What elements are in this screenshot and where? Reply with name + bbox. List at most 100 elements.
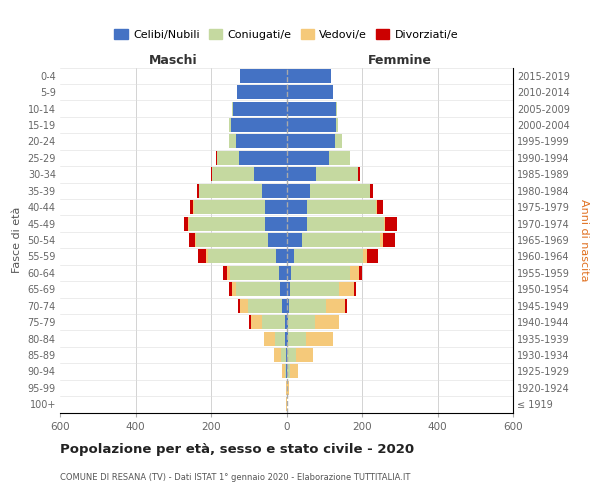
Bar bbox=[287, 102, 337, 116]
Bar bbox=[287, 200, 307, 214]
Bar bbox=[230, 266, 279, 280]
Text: COMUNE DI RESANA (TV) - Dati ISTAT 1° gennaio 2020 - Elaborazione TUTTITALIA.IT: COMUNE DI RESANA (TV) - Dati ISTAT 1° ge… bbox=[60, 472, 410, 482]
Bar bbox=[236, 134, 287, 148]
Bar bbox=[241, 68, 287, 82]
Bar bbox=[286, 381, 287, 395]
Bar bbox=[287, 266, 291, 280]
Bar bbox=[236, 85, 287, 99]
Bar bbox=[287, 332, 306, 345]
Bar bbox=[286, 332, 287, 345]
Bar bbox=[284, 315, 287, 329]
Bar bbox=[287, 315, 288, 329]
Bar bbox=[358, 168, 360, 181]
Y-axis label: Anni di nascita: Anni di nascita bbox=[580, 198, 589, 281]
Bar bbox=[287, 151, 329, 165]
Bar bbox=[189, 216, 265, 230]
Bar bbox=[276, 250, 287, 264]
Bar bbox=[367, 250, 378, 264]
Bar bbox=[197, 184, 199, 198]
Bar bbox=[238, 298, 239, 312]
Bar bbox=[268, 233, 287, 247]
Bar bbox=[310, 184, 370, 198]
Bar bbox=[262, 315, 284, 329]
Bar bbox=[211, 168, 212, 181]
Bar bbox=[287, 68, 331, 82]
Bar bbox=[265, 216, 287, 230]
Bar bbox=[287, 298, 289, 312]
Bar bbox=[198, 250, 206, 264]
Bar bbox=[194, 200, 265, 214]
Bar bbox=[290, 364, 298, 378]
Bar bbox=[383, 216, 385, 230]
Bar bbox=[316, 168, 358, 181]
Bar bbox=[282, 364, 285, 378]
Bar bbox=[287, 184, 310, 198]
Bar bbox=[307, 216, 383, 230]
Bar bbox=[239, 298, 248, 312]
Bar bbox=[287, 282, 290, 296]
Bar bbox=[232, 282, 236, 296]
Bar bbox=[279, 266, 287, 280]
Bar bbox=[274, 348, 281, 362]
Text: Popolazione per età, sesso e stato civile - 2020: Popolazione per età, sesso e stato civil… bbox=[60, 442, 414, 456]
Bar bbox=[217, 151, 239, 165]
Bar bbox=[251, 315, 262, 329]
Bar bbox=[282, 298, 287, 312]
Bar bbox=[229, 118, 230, 132]
Bar bbox=[199, 184, 262, 198]
Bar bbox=[239, 151, 287, 165]
Bar bbox=[376, 200, 377, 214]
Bar bbox=[280, 282, 287, 296]
Bar bbox=[196, 233, 268, 247]
Bar bbox=[230, 118, 287, 132]
Bar bbox=[288, 315, 315, 329]
Bar bbox=[208, 250, 276, 264]
Bar bbox=[287, 233, 302, 247]
Bar bbox=[223, 266, 227, 280]
Bar bbox=[216, 151, 217, 165]
Bar bbox=[340, 282, 353, 296]
Bar bbox=[285, 364, 286, 378]
Legend: Celibi/Nubili, Coniugati/e, Vedovi/e, Divorziati/e: Celibi/Nubili, Coniugati/e, Vedovi/e, Di… bbox=[110, 25, 463, 44]
Bar bbox=[383, 233, 395, 247]
Bar bbox=[294, 250, 363, 264]
Bar bbox=[307, 200, 376, 214]
Bar bbox=[363, 250, 367, 264]
Bar bbox=[248, 298, 282, 312]
Bar bbox=[306, 332, 333, 345]
Bar bbox=[227, 266, 230, 280]
Bar bbox=[291, 266, 350, 280]
Bar bbox=[335, 134, 341, 148]
Bar bbox=[281, 348, 286, 362]
Y-axis label: Fasce di età: Fasce di età bbox=[12, 207, 22, 273]
Bar bbox=[350, 266, 359, 280]
Bar bbox=[287, 216, 307, 230]
Bar bbox=[275, 332, 286, 345]
Bar bbox=[265, 200, 287, 214]
Bar bbox=[229, 134, 236, 148]
Bar bbox=[296, 348, 313, 362]
Bar bbox=[287, 134, 335, 148]
Bar bbox=[184, 216, 188, 230]
Bar bbox=[287, 85, 332, 99]
Bar bbox=[302, 233, 380, 247]
Bar bbox=[195, 233, 196, 247]
Bar bbox=[359, 266, 362, 280]
Bar bbox=[287, 250, 294, 264]
Bar bbox=[380, 233, 383, 247]
Bar bbox=[264, 332, 275, 345]
Bar bbox=[206, 250, 208, 264]
Bar bbox=[346, 298, 347, 312]
Bar bbox=[188, 216, 189, 230]
Bar bbox=[212, 168, 254, 181]
Bar bbox=[353, 282, 356, 296]
Bar bbox=[326, 298, 346, 312]
Bar bbox=[287, 381, 289, 395]
Bar bbox=[190, 200, 193, 214]
Bar bbox=[289, 298, 326, 312]
Text: Femmine: Femmine bbox=[368, 54, 432, 66]
Bar bbox=[337, 118, 338, 132]
Bar bbox=[287, 168, 316, 181]
Bar bbox=[236, 282, 280, 296]
Bar bbox=[190, 233, 195, 247]
